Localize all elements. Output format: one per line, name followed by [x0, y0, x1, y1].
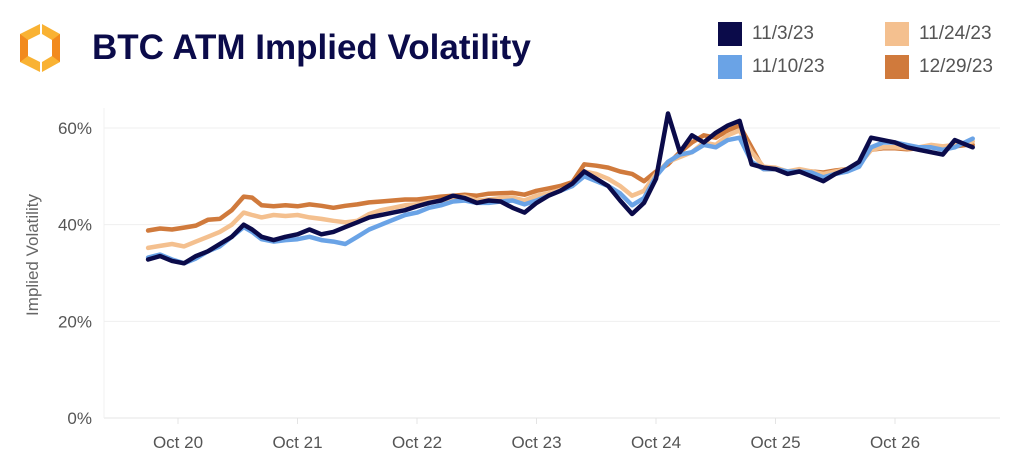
y-tick-label: 20%: [58, 312, 92, 331]
series-lines: [145, 111, 975, 266]
series-line-11-3-23: [145, 111, 975, 266]
x-axis: Oct 20 Oct 21 Oct 22 Oct 23 Oct 24 Oct 25 Oct …: [153, 418, 920, 452]
legend-swatch: [885, 22, 909, 46]
legend-item: 11/24/23: [885, 22, 992, 46]
x-tick-label: Oct 23: [511, 433, 561, 452]
x-tick-label: Oct 26: [870, 433, 920, 452]
legend-item: 11/10/23: [718, 55, 825, 79]
legend-label: 11/3/23: [752, 23, 814, 44]
legend-item: 12/29/23: [885, 55, 993, 79]
x-tick-label: Oct 20: [153, 433, 203, 452]
x-tick-label: Oct 25: [750, 433, 800, 452]
x-tick-label: Oct 22: [392, 433, 442, 452]
legend-label: 11/10/23: [752, 56, 825, 77]
y-axis: 0% 20% 40% 60%: [58, 119, 92, 428]
legend: 11/3/23 11/10/23 11/24/23 12/29/23: [718, 22, 1008, 82]
logo-icon: [12, 20, 68, 76]
y-tick-label: 60%: [58, 119, 92, 138]
legend-swatch: [885, 55, 909, 79]
x-tick-label: Oct 24: [631, 433, 681, 452]
legend-label: 12/29/23: [919, 56, 993, 77]
y-tick-label: 40%: [58, 216, 92, 235]
legend-swatch: [718, 22, 742, 46]
grid: [103, 108, 1000, 419]
series-line-11-10-23: [145, 135, 975, 266]
x-tick-label: Oct 21: [272, 433, 322, 452]
chart-title: BTC ATM Implied Volatility: [92, 28, 531, 67]
legend-item: 11/3/23: [718, 22, 814, 46]
y-tick-label: 0%: [67, 409, 92, 428]
y-axis-title: Implied Volatility: [23, 194, 42, 316]
legend-label: 11/24/23: [919, 23, 992, 44]
legend-swatch: [718, 55, 742, 79]
